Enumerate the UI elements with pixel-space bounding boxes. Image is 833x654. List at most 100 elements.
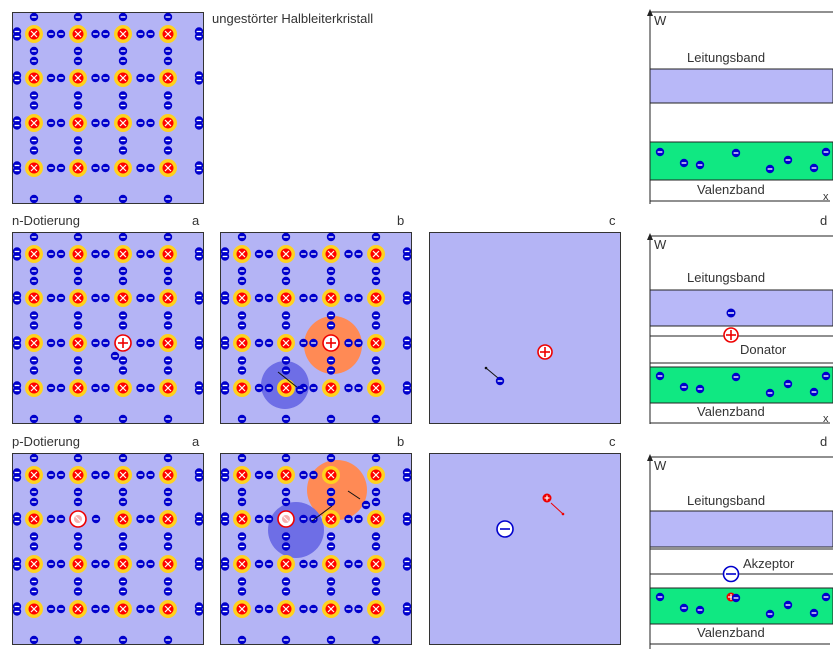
electron-icon [326, 321, 336, 330]
electron-icon [344, 604, 353, 614]
electron-icon [783, 379, 793, 389]
electron-icon [118, 321, 128, 330]
electron-icon [309, 293, 318, 303]
electron-icon [237, 356, 247, 365]
electron-icon [29, 453, 39, 463]
electron-icon [371, 587, 381, 596]
electron-icon [220, 517, 230, 526]
donor-atom-icon [322, 334, 340, 352]
atom-icon [277, 379, 295, 397]
electron-icon [73, 366, 83, 375]
electron-icon [299, 338, 308, 348]
atom-icon [277, 289, 295, 307]
electron-icon [46, 73, 56, 83]
electron-icon [29, 91, 39, 100]
electron-icon [91, 293, 100, 303]
electron-icon [46, 163, 56, 173]
electron-icon [326, 366, 336, 375]
electron-icon [194, 121, 204, 130]
electron-icon [146, 293, 155, 303]
electron-icon [264, 604, 274, 614]
electron-icon [326, 266, 336, 276]
electron-icon [220, 341, 230, 350]
electron-icon [136, 293, 145, 303]
electron-icon [46, 604, 56, 614]
electron-icon [118, 276, 128, 286]
axis-w-label: W [654, 458, 667, 473]
electron-icon [220, 562, 230, 571]
electron-icon [29, 577, 39, 586]
electron-icon [254, 293, 264, 303]
electron-icon [344, 293, 353, 303]
electron-icon [309, 249, 318, 259]
atom-icon [367, 466, 385, 484]
electron-icon [163, 194, 173, 204]
atom-icon [277, 466, 295, 484]
atom-icon [159, 69, 177, 87]
electron-icon [299, 514, 308, 524]
atom-icon [277, 555, 295, 573]
electron-icon [12, 252, 22, 261]
electron-icon [163, 587, 173, 596]
electron-icon [163, 56, 173, 66]
electron-icon [163, 366, 173, 375]
atom-icon [114, 69, 132, 87]
electron-icon [264, 338, 274, 348]
atom-icon [233, 289, 251, 307]
conduction-band-label: Leitungsband [687, 50, 765, 65]
electron-icon [220, 296, 230, 305]
electron-icon [73, 91, 83, 100]
electron-icon [118, 101, 128, 110]
valence-electrons [655, 592, 831, 619]
bond-electron-icon [91, 514, 101, 524]
electron-icon [46, 470, 56, 480]
electron-icon [254, 514, 264, 524]
motion-line [550, 502, 564, 515]
electron-icon [56, 604, 66, 614]
electron-icon [146, 249, 155, 259]
electron-icon [264, 470, 274, 480]
electron-icon [655, 592, 665, 602]
electron-icon [56, 163, 66, 173]
electron-icon [29, 321, 39, 330]
electron-icon [91, 73, 100, 83]
electron-icon [402, 341, 412, 350]
axis-x-label: x [823, 191, 829, 203]
atom-icon [114, 466, 132, 484]
atom-icon [25, 466, 43, 484]
electron-icon [809, 608, 819, 618]
electron-icon [29, 487, 39, 497]
atom-icon [114, 555, 132, 573]
electron-icon [371, 414, 381, 424]
electron-icon [402, 562, 412, 571]
lattice-background [12, 232, 204, 424]
valence-band [649, 141, 833, 181]
motion-line [277, 371, 299, 389]
electron-icon [220, 252, 230, 261]
electron-icon [264, 293, 274, 303]
electron-icon [163, 146, 173, 155]
atom-icon [233, 334, 251, 352]
electron-icon [118, 366, 128, 375]
electron-icon [194, 32, 204, 41]
lattice-background [12, 453, 204, 645]
valence-band [649, 587, 833, 625]
electron-icon [281, 635, 291, 645]
axis-x-label: x [823, 413, 829, 425]
atom-icon [25, 159, 43, 177]
atom-icon [69, 289, 87, 307]
label-n-b: b [397, 213, 405, 228]
free-electron-icon [295, 385, 305, 395]
electron-icon [326, 542, 336, 551]
electron-icon [237, 232, 247, 242]
motion-line [347, 490, 361, 500]
electron-icon [73, 487, 83, 497]
electron-icon [46, 118, 56, 128]
electron-icon [29, 276, 39, 286]
label-p-d: d [820, 434, 828, 449]
electron-icon [264, 514, 274, 524]
electron-icon [29, 497, 39, 507]
electron-icon [254, 559, 264, 569]
electron-icon [299, 293, 308, 303]
electron-icon [402, 473, 412, 482]
